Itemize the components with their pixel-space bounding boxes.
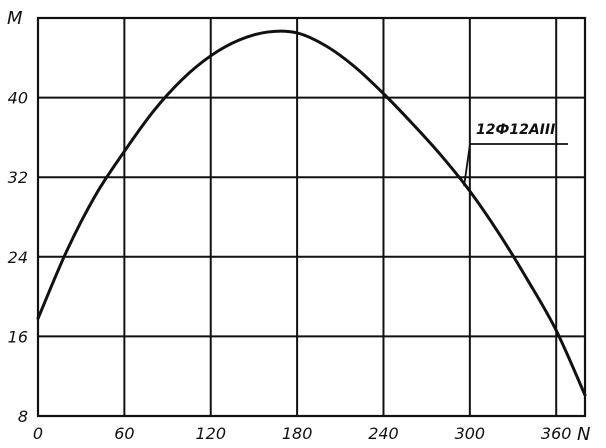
y-tick-label: 40 — [8, 89, 28, 108]
labels-layer: 0 60 120 180 240 300 360 8 16 24 32 40 12Ф12АIII M N — [7, 8, 590, 445]
series-line-12f12aiii — [36, 29, 587, 397]
y-tick-label: 16 — [8, 327, 28, 346]
x-tick-label: 120 — [195, 424, 226, 443]
series-layer — [36, 29, 587, 397]
x-axis-label: N — [577, 424, 590, 445]
x-tick-label: 300 — [455, 424, 486, 443]
y-tick-label: 32 — [8, 168, 28, 187]
grid — [37, 18, 585, 417]
y-tick-label: 8 — [18, 407, 28, 426]
curve-label: 12Ф12АIII — [476, 122, 555, 138]
y-tick-label: 24 — [8, 248, 28, 267]
plot-border — [36, 16, 587, 418]
x-tick-label: 240 — [368, 424, 399, 443]
annotation-leader-line — [463, 143, 471, 187]
y-axis-label: M — [7, 8, 23, 29]
plot-frame — [36, 16, 587, 418]
x-tick-label: 360 — [541, 424, 572, 443]
x-tick-label: 0 — [33, 424, 43, 443]
x-tick-label: 180 — [282, 424, 313, 443]
x-tick-label: 60 — [114, 424, 134, 443]
